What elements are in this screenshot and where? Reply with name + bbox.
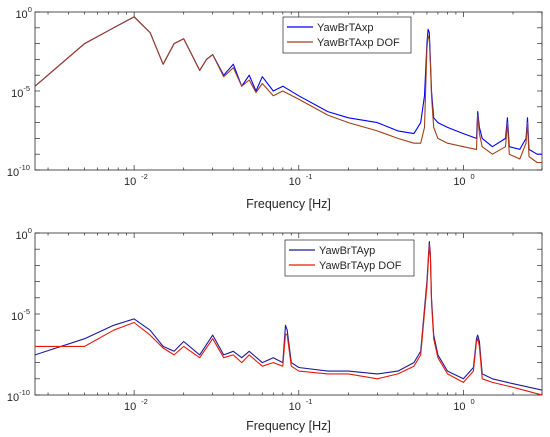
y-tick-label: 10 [15, 9, 27, 21]
x-tick-label: 10 [124, 401, 136, 413]
y-tick-exponent: -10 [19, 163, 30, 172]
y-tick-label: 10 [7, 167, 19, 179]
legend: YawBrTAyp YawBrTAyp DOF [284, 239, 415, 277]
x-tick-label: 10 [289, 401, 301, 413]
y-tick-label: 10 [11, 311, 23, 323]
x-tick-label: 10 [289, 176, 301, 188]
x-ticks [47, 12, 543, 170]
series-line-1 [35, 243, 542, 395]
x-axis-label: Frequency [Hz] [246, 197, 331, 211]
y-tick-label: 10 [11, 88, 23, 100]
legend-box [284, 239, 415, 277]
x-tick-label: 10 [124, 176, 136, 188]
x-tick-exponent: 0 [470, 172, 474, 181]
legend: YawBrTAxp YawBrTAxp DOF [282, 16, 412, 54]
series-lines [35, 240, 542, 395]
y-tick-exponent: -10 [19, 388, 30, 397]
x-tick-exponent: 0 [470, 397, 474, 406]
legend-label: YawBrTAxp DOF [317, 37, 400, 49]
y-tick-label: 10 [15, 230, 27, 242]
legend-label: YawBrTAyp [319, 245, 375, 257]
x-tick-exponent: -2 [141, 397, 148, 406]
series-lines [35, 16, 542, 164]
x-tick-exponent: -1 [306, 397, 313, 406]
series-line-1 [35, 16, 542, 164]
legend-label: YawBrTAxp [317, 22, 373, 34]
legend-box [282, 16, 412, 54]
x-tick-exponent: -2 [141, 172, 148, 181]
x-tick-label: 10 [453, 401, 465, 413]
x-axis-label: Frequency [Hz] [246, 419, 331, 433]
y-tick-exponent: 0 [28, 5, 32, 14]
y-tick-exponent: -5 [23, 307, 30, 316]
y-tick-label: 10 [7, 392, 19, 404]
x-tick-label: 10 [453, 176, 465, 188]
x-ticks [47, 233, 543, 395]
y-tick-exponent: -5 [23, 84, 30, 93]
y-tick-exponent: 0 [28, 226, 32, 235]
legend-label: YawBrTAyp DOF [319, 260, 402, 272]
x-tick-exponent: -1 [306, 172, 313, 181]
